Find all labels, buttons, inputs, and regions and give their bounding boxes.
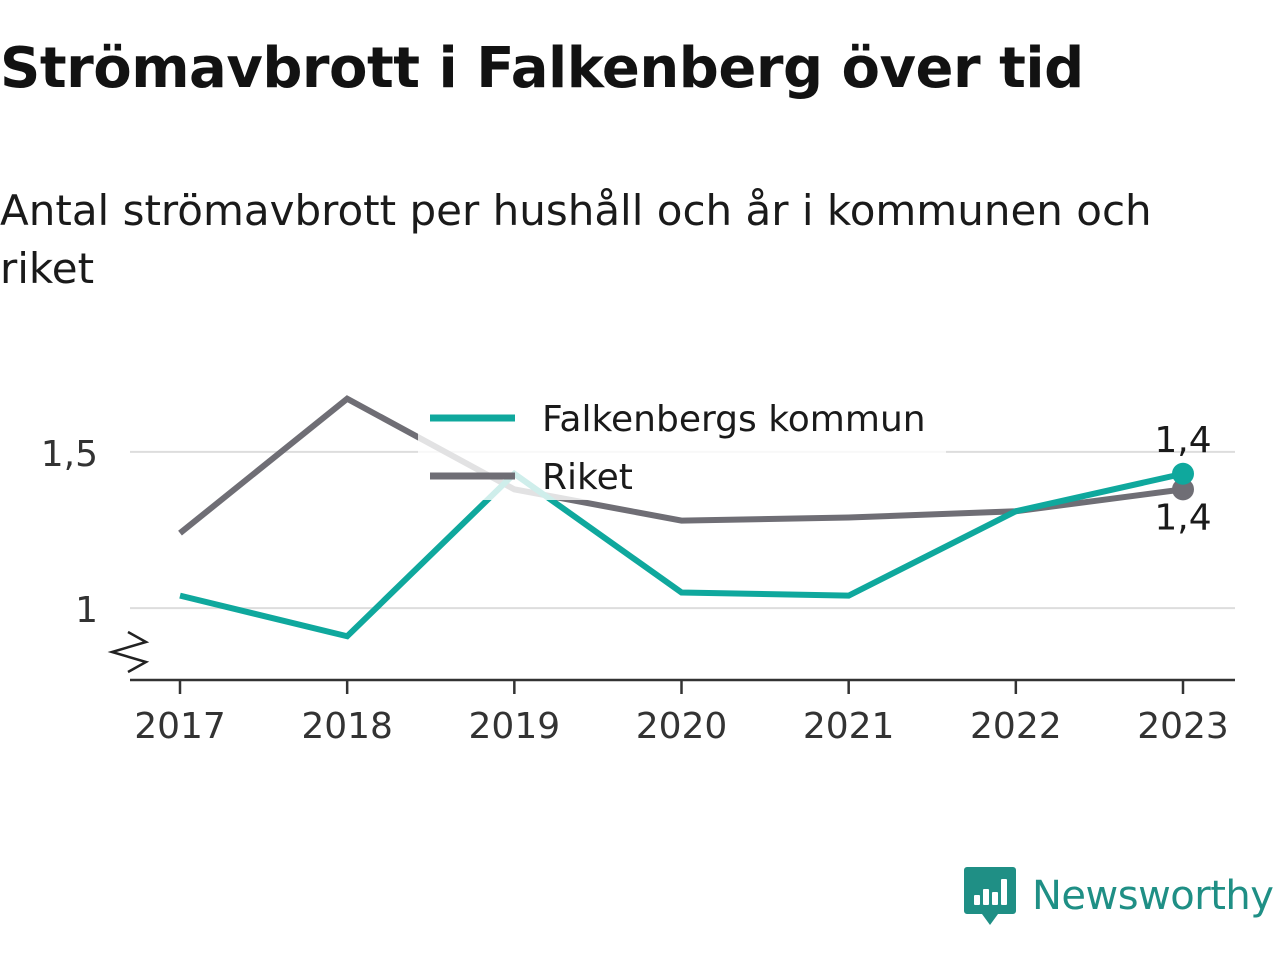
end-markers: 1,4 1,4 (1154, 420, 1211, 539)
legend-background (418, 392, 946, 500)
end-label: 1,4 (1154, 420, 1211, 461)
x-tick-label: 2017 (134, 706, 226, 747)
chart-subtitle: Antal strömavbrott per hushåll och år i … (0, 186, 1152, 293)
legend-label: Falkenbergs kommun (542, 399, 926, 440)
brand-name: Newsworthy (1032, 873, 1274, 919)
x-tick-label: 2021 (803, 706, 895, 747)
newsworthy-logo-icon (964, 867, 1016, 925)
chart-title: Strömavbrott i Falkenberg över tid (0, 36, 1084, 101)
y-tick-label: 1,5 (41, 434, 98, 475)
x-axis: 2017 2018 2019 2020 2021 2022 2023 (130, 678, 1235, 747)
series-line (179, 469, 1184, 640)
x-tick-label: 2023 (1137, 706, 1229, 747)
end-marker (1172, 462, 1194, 485)
newsworthy-logo: Newsworthy (964, 864, 1274, 928)
x-tick-label: 2018 (301, 706, 393, 747)
legend: Falkenbergs kommun Riket (418, 392, 946, 500)
end-label: 1,4 (1154, 497, 1211, 538)
series-lines (178, 395, 1184, 640)
x-tick-label: 2019 (469, 706, 561, 747)
y-axis-break-symbol (107, 630, 150, 674)
legend-label: Riket (542, 457, 633, 498)
x-tick-label: 2022 (970, 706, 1062, 747)
y-axis: 11,5 (41, 434, 150, 674)
y-tick-label: 1 (75, 590, 98, 631)
end-marker (1172, 478, 1194, 501)
x-tick-label: 2020 (636, 706, 728, 747)
